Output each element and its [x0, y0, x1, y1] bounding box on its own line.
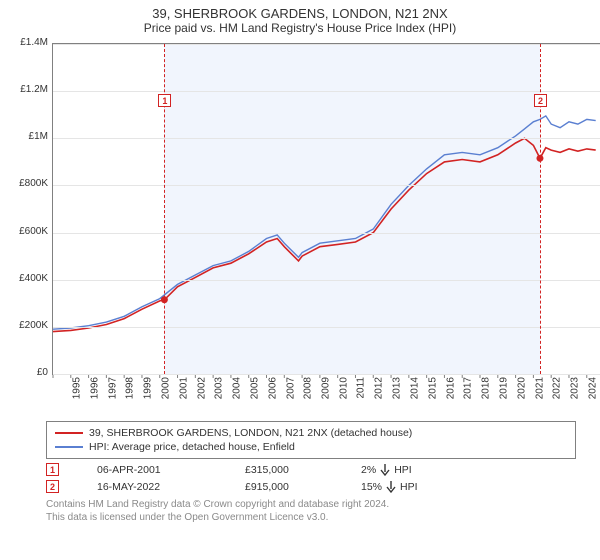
legend-swatch-series2: [55, 446, 83, 448]
ytick-label: £1.4M: [20, 37, 48, 48]
arrow-down-icon: [386, 481, 396, 493]
ytick-label: £800K: [19, 178, 48, 189]
sale-row-delta: 15% HPI: [361, 481, 481, 493]
legend-label-series1: 39, SHERBROOK GARDENS, LONDON, N21 2NX (…: [89, 427, 412, 439]
gridline: [53, 185, 600, 186]
xtick-label: 2000: [160, 377, 171, 399]
arrow-down-icon: [380, 464, 390, 476]
xtick-label: 2004: [231, 377, 242, 399]
sale-row-date: 16-MAY-2022: [97, 481, 207, 493]
sale-marker-badge: 2: [534, 94, 547, 107]
legend-box: 39, SHERBROOK GARDENS, LONDON, N21 2NX (…: [46, 421, 576, 459]
xtick-label: 2015: [427, 377, 438, 399]
sale-row: 1 06-APR-2001 £315,000 2% HPI: [46, 463, 576, 476]
xtick-label: 2017: [463, 377, 474, 399]
chart-title-main: 39, SHERBROOK GARDENS, LONDON, N21 2NX: [0, 0, 600, 21]
xtick-label: 2003: [214, 377, 225, 399]
xtick-label: 2008: [303, 377, 314, 399]
legend-row-series1: 39, SHERBROOK GARDENS, LONDON, N21 2NX (…: [55, 426, 567, 440]
xtick-label: 2002: [196, 377, 207, 399]
sale-row-delta: 2% HPI: [361, 464, 481, 476]
ytick-label: £1.2M: [20, 84, 48, 95]
xtick-label: 1998: [125, 377, 136, 399]
ytick-label: £0: [37, 367, 48, 378]
ytick-label: £600K: [19, 226, 48, 237]
chart-area: 12 £0£200K£400K£600K£800K£1M£1.2M£1.4M19…: [40, 43, 600, 413]
xtick-label: 2011: [355, 377, 366, 399]
sale-marker-badge: 1: [158, 94, 171, 107]
legend-label-series2: HPI: Average price, detached house, Enfi…: [89, 441, 295, 453]
footnote: Contains HM Land Registry data © Crown c…: [46, 499, 576, 524]
chart-title-sub: Price paid vs. HM Land Registry's House …: [0, 21, 600, 39]
ytick-label: £400K: [19, 273, 48, 284]
sale-row-cmp: HPI: [400, 481, 418, 493]
sale-row-pct: 2%: [361, 464, 376, 476]
ytick-label: £1M: [29, 131, 48, 142]
sale-row: 2 16-MAY-2022 £915,000 15% HPI: [46, 480, 576, 493]
gridline: [53, 138, 600, 139]
xtick-label: 2001: [178, 377, 189, 399]
sale-row-date: 06-APR-2001: [97, 464, 207, 476]
xtick-label: 2020: [516, 377, 527, 399]
xtick-label: 1999: [142, 377, 153, 399]
gridline: [53, 280, 600, 281]
legend-swatch-series1: [55, 432, 83, 434]
sale-row-cmp: HPI: [394, 464, 412, 476]
xtick-label: 1995: [71, 377, 82, 399]
xtick-label: 2023: [569, 377, 580, 399]
ytick-label: £200K: [19, 320, 48, 331]
xtick-label: 2013: [392, 377, 403, 399]
series-line: [53, 138, 596, 331]
sale-row-badge: 2: [46, 480, 59, 493]
line-canvas: [53, 44, 600, 374]
xtick-label: 1996: [89, 377, 100, 399]
plot-region: 12: [52, 43, 600, 375]
xtick-label: 2005: [249, 377, 260, 399]
series-line: [53, 116, 596, 329]
xtick-label: 2010: [338, 377, 349, 399]
xtick-label: 2018: [480, 377, 491, 399]
footnote-line2: This data is licensed under the Open Gov…: [46, 512, 576, 525]
sale-row-price: £315,000: [245, 464, 323, 476]
xtick-label: 1997: [107, 377, 118, 399]
gridline: [53, 327, 600, 328]
legend-row-series2: HPI: Average price, detached house, Enfi…: [55, 440, 567, 454]
gridline: [53, 374, 600, 375]
xtick-label: 2009: [320, 377, 331, 399]
xtick-label: 2021: [534, 377, 545, 399]
xtick-label: 2006: [267, 377, 278, 399]
xtick-label: 2012: [374, 377, 385, 399]
xtick-label: 2022: [552, 377, 563, 399]
sale-row-pct: 15%: [361, 481, 382, 493]
sale-row-badge: 1: [46, 463, 59, 476]
xtick-label: 2019: [498, 377, 509, 399]
gridline: [53, 233, 600, 234]
sale-row-price: £915,000: [245, 481, 323, 493]
gridline: [53, 91, 600, 92]
xtick-label: 2024: [587, 377, 598, 399]
xtick-label: 2014: [409, 377, 420, 399]
xtick-label: 2016: [445, 377, 456, 399]
xtick-label: 2007: [285, 377, 296, 399]
gridline: [53, 44, 600, 45]
footnote-line1: Contains HM Land Registry data © Crown c…: [46, 499, 576, 512]
sale-rows: 1 06-APR-2001 £315,000 2% HPI 2 16-MAY-2022 £91…: [0, 463, 600, 493]
